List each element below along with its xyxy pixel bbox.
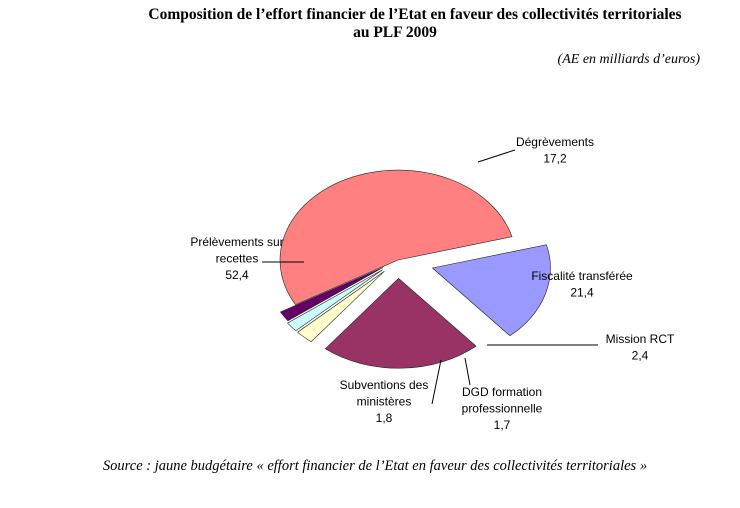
source-note: Source : jaune budgétaire « effort finan…	[102, 458, 648, 474]
slice-label-4: DGD formation professionnelle 1,7	[462, 385, 543, 432]
chart-title-line2: au PLF 2009	[353, 24, 437, 41]
slice-label-1: Dégrèvements 17,2	[516, 135, 594, 166]
pie-slice-3	[297, 270, 385, 343]
pie-slice-2	[324, 277, 477, 369]
chart-title: Composition de l’effort financier de l’E…	[0, 6, 740, 42]
units-note: (AE en milliards d’euros)	[557, 52, 700, 67]
leader-line-1	[477, 149, 516, 163]
pie-slice-6	[279, 169, 513, 305]
chart-title-line1: Composition de l’effort financier de l’E…	[148, 6, 682, 23]
pie-slice-1	[431, 244, 551, 337]
leader-line-5	[431, 359, 442, 405]
leader-line-4	[464, 357, 471, 386]
slice-label-5: Subventions des ministères 1,8	[340, 378, 429, 425]
slice-label-2: Fiscalité transférée 21,4	[531, 269, 633, 300]
pie-slice-4	[287, 269, 383, 332]
slice-label-6: Prélèvements sur recettes 52,4	[190, 235, 283, 282]
slice-label-3: Mission RCT 2,4	[606, 332, 675, 363]
pie-slice-5	[279, 267, 384, 322]
